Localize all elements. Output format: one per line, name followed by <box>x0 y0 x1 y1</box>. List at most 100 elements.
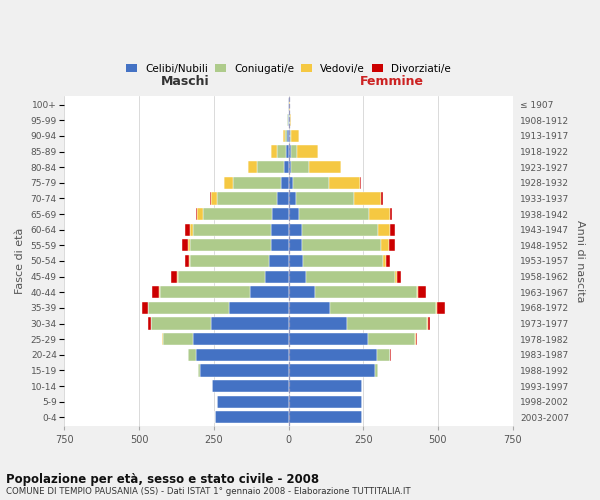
Bar <box>369 208 390 220</box>
Bar <box>289 412 362 424</box>
Bar <box>193 224 271 236</box>
Bar <box>290 130 292 142</box>
Y-axis label: Anni di nascita: Anni di nascita <box>575 220 585 302</box>
Bar <box>190 239 271 252</box>
Bar <box>224 176 233 189</box>
Bar <box>381 192 383 204</box>
Bar <box>389 239 395 252</box>
Bar <box>289 364 375 376</box>
Bar <box>283 130 284 142</box>
Bar <box>347 318 427 330</box>
Bar <box>390 208 392 220</box>
Bar <box>151 318 211 330</box>
Bar <box>375 364 378 376</box>
Bar <box>185 224 190 236</box>
Bar <box>229 302 289 314</box>
Bar <box>200 364 289 376</box>
Bar <box>289 302 331 314</box>
Bar <box>271 224 289 236</box>
Bar <box>188 239 190 252</box>
Bar <box>289 208 299 220</box>
Bar <box>248 161 257 173</box>
Bar <box>217 192 277 204</box>
Bar <box>178 270 265 282</box>
Text: COMUNE DI TEMPIO PAUSANIA (SS) - Dati ISTAT 1° gennaio 2008 - Elaborazione TUTTI: COMUNE DI TEMPIO PAUSANIA (SS) - Dati IS… <box>6 488 410 496</box>
Bar <box>211 318 289 330</box>
Bar <box>152 286 160 298</box>
Bar <box>416 333 417 345</box>
Bar <box>289 239 302 252</box>
Bar <box>185 255 189 267</box>
Bar <box>354 192 381 204</box>
Bar <box>428 318 430 330</box>
Bar <box>215 412 289 424</box>
Bar <box>265 270 289 282</box>
Bar <box>381 239 389 252</box>
Bar <box>297 146 318 158</box>
Bar <box>383 255 386 267</box>
Bar <box>304 255 383 267</box>
Bar <box>377 348 390 361</box>
Bar <box>289 146 291 158</box>
Bar <box>193 333 289 345</box>
Text: Maschi: Maschi <box>161 74 210 88</box>
Bar <box>292 130 299 142</box>
Bar <box>289 318 347 330</box>
Bar <box>368 333 415 345</box>
Bar <box>287 130 289 142</box>
Bar <box>233 176 281 189</box>
Bar <box>289 224 302 236</box>
Bar <box>148 318 151 330</box>
Bar <box>307 270 395 282</box>
Bar <box>142 302 148 314</box>
Bar <box>331 302 436 314</box>
Bar <box>271 239 289 252</box>
Bar <box>148 302 229 314</box>
Bar <box>160 286 250 298</box>
Bar <box>250 286 289 298</box>
Bar <box>269 255 289 267</box>
Bar <box>257 161 284 173</box>
Bar <box>197 208 203 220</box>
Bar <box>198 364 200 376</box>
Bar <box>163 333 193 345</box>
Bar <box>289 396 362 408</box>
Bar <box>196 208 197 220</box>
Bar <box>296 192 354 204</box>
Bar <box>293 176 329 189</box>
Bar <box>287 114 289 126</box>
Bar <box>286 146 289 158</box>
Bar <box>281 176 289 189</box>
Bar <box>390 224 395 236</box>
Bar <box>271 146 277 158</box>
Text: Popolazione per età, sesso e stato civile - 2008: Popolazione per età, sesso e stato civil… <box>6 472 319 486</box>
Bar <box>378 224 390 236</box>
Bar <box>437 302 445 314</box>
Bar <box>289 270 307 282</box>
Bar <box>203 208 272 220</box>
Bar <box>310 161 341 173</box>
Bar <box>189 255 190 267</box>
Bar <box>172 270 178 282</box>
Bar <box>284 130 287 142</box>
Bar <box>436 302 437 314</box>
Bar <box>289 130 290 142</box>
Bar <box>397 270 401 282</box>
Bar <box>161 333 163 345</box>
Bar <box>272 208 289 220</box>
Bar <box>284 161 289 173</box>
Bar <box>302 224 378 236</box>
Bar <box>182 239 188 252</box>
Bar <box>212 380 289 392</box>
Bar <box>418 286 426 298</box>
Bar <box>329 176 360 189</box>
Bar <box>299 208 369 220</box>
Bar <box>291 146 297 158</box>
Bar <box>290 114 292 126</box>
Bar <box>277 192 289 204</box>
Bar <box>217 396 289 408</box>
Bar <box>190 255 269 267</box>
Bar <box>196 348 289 361</box>
Bar <box>289 255 304 267</box>
Bar <box>289 192 296 204</box>
